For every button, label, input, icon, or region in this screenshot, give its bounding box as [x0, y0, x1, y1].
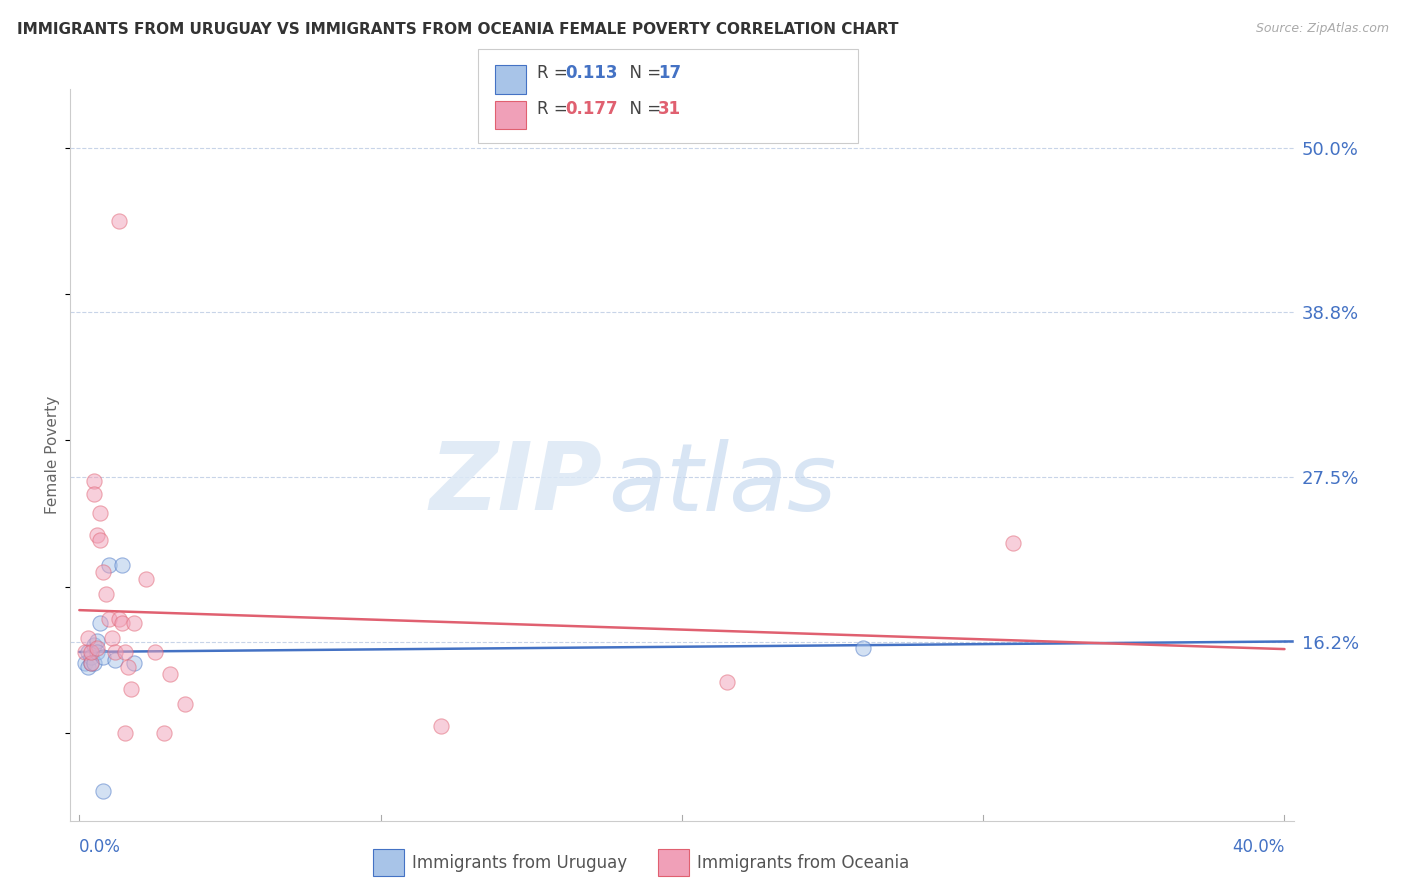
Point: [77, 631, 100, 645]
Point: [98, 612, 121, 626]
Point: [107, 612, 129, 626]
Text: 0.0%: 0.0%: [79, 838, 121, 856]
Point: [93, 784, 115, 798]
Text: ZIP: ZIP: [429, 438, 602, 530]
Point: [173, 697, 195, 711]
Text: Immigrants from Oceania: Immigrants from Oceania: [697, 854, 910, 871]
Point: [98, 558, 121, 572]
Text: N =: N =: [619, 100, 666, 118]
Point: [430, 718, 453, 732]
Point: [83, 487, 105, 501]
Y-axis label: Female Poverty: Female Poverty: [45, 396, 60, 514]
Point: [1002, 535, 1025, 549]
Text: 0.177: 0.177: [565, 100, 617, 118]
Point: [104, 653, 127, 667]
Point: [86, 633, 108, 648]
Point: [80, 656, 103, 670]
Point: [114, 726, 136, 740]
Text: IMMIGRANTS FROM URUGUAY VS IMMIGRANTS FROM OCEANIA FEMALE POVERTY CORRELATION CH: IMMIGRANTS FROM URUGUAY VS IMMIGRANTS FR…: [17, 22, 898, 37]
Point: [101, 631, 124, 645]
Point: [117, 660, 139, 674]
Text: N =: N =: [619, 64, 666, 82]
Point: [75, 656, 97, 670]
Point: [110, 558, 132, 572]
Point: [89, 533, 111, 547]
Point: [110, 616, 132, 631]
Point: [80, 656, 103, 670]
Point: [86, 645, 108, 659]
Point: [83, 656, 105, 670]
Text: 0.113: 0.113: [565, 64, 617, 82]
Text: 40.0%: 40.0%: [1232, 838, 1285, 856]
Point: [89, 616, 111, 631]
Point: [143, 645, 166, 659]
Text: 31: 31: [658, 100, 681, 118]
Text: atlas: atlas: [609, 439, 837, 530]
Point: [86, 640, 108, 655]
Point: [159, 667, 181, 681]
Point: [114, 645, 136, 659]
Point: [120, 681, 142, 696]
Text: R =: R =: [537, 100, 574, 118]
Point: [716, 674, 738, 689]
Point: [96, 587, 118, 601]
Text: 17: 17: [658, 64, 681, 82]
Text: Immigrants from Uruguay: Immigrants from Uruguay: [412, 854, 627, 871]
Text: R =: R =: [537, 64, 574, 82]
Point: [135, 572, 157, 586]
Point: [122, 656, 145, 670]
Point: [93, 649, 115, 664]
Point: [122, 616, 145, 631]
Point: [83, 475, 105, 489]
Point: [152, 726, 174, 740]
Point: [104, 645, 127, 659]
Point: [86, 528, 108, 542]
Point: [77, 660, 100, 674]
Point: [80, 645, 103, 659]
Point: [75, 645, 97, 659]
Point: [77, 645, 100, 659]
Point: [80, 649, 103, 664]
Point: [852, 640, 875, 655]
Text: Source: ZipAtlas.com: Source: ZipAtlas.com: [1256, 22, 1389, 36]
Point: [93, 565, 115, 579]
Point: [89, 507, 111, 521]
Point: [83, 638, 105, 652]
Point: [107, 214, 129, 228]
